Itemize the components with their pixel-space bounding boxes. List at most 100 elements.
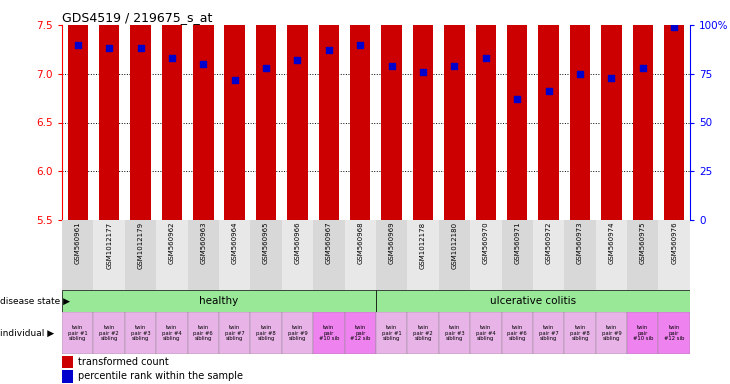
Bar [439, 312, 470, 354]
Bar [62, 312, 93, 354]
Bar [664, 0, 684, 220]
Bar [533, 312, 564, 354]
Point [323, 47, 334, 53]
Text: twin
pair #4
sibling: twin pair #4 sibling [476, 325, 496, 341]
Bar [156, 220, 188, 290]
Text: GSM560970: GSM560970 [483, 222, 489, 264]
Text: twin
pair #2
sibling: twin pair #2 sibling [99, 325, 119, 341]
Text: GSM560969: GSM560969 [388, 222, 395, 264]
Bar [376, 220, 407, 290]
Bar [502, 220, 533, 290]
Bar [602, 0, 621, 220]
Bar [156, 312, 188, 354]
Bar [256, 0, 276, 220]
Bar [564, 220, 596, 290]
Bar [219, 220, 250, 290]
Point [104, 45, 115, 51]
Bar [502, 312, 533, 354]
Bar [627, 312, 658, 354]
Bar [470, 220, 502, 290]
Bar [225, 0, 245, 220]
Bar [193, 0, 213, 220]
Text: twin
pair
#10 sib: twin pair #10 sib [319, 325, 339, 341]
Bar [250, 220, 282, 290]
Text: ulcerative colitis: ulcerative colitis [490, 296, 576, 306]
Text: twin
pair #2
sibling: twin pair #2 sibling [413, 325, 433, 341]
Text: disease state ▶: disease state ▶ [0, 296, 70, 306]
Text: GSM1012180: GSM1012180 [451, 222, 458, 268]
Bar [596, 312, 627, 354]
Bar [539, 0, 558, 220]
Text: twin
pair #3
sibling: twin pair #3 sibling [131, 325, 150, 341]
Bar [445, 0, 464, 220]
Point [480, 55, 492, 61]
Bar [62, 290, 376, 312]
Text: GSM560975: GSM560975 [639, 222, 646, 264]
Bar [345, 312, 376, 354]
Text: GSM560972: GSM560972 [545, 222, 552, 264]
Text: GSM1012177: GSM1012177 [106, 222, 112, 268]
Text: twin
pair #9
sibling: twin pair #9 sibling [602, 325, 621, 341]
Bar [345, 220, 376, 290]
Point [134, 45, 146, 51]
Text: GSM560967: GSM560967 [326, 222, 332, 264]
Text: GSM1012178: GSM1012178 [420, 222, 426, 268]
Text: twin
pair #6
sibling: twin pair #6 sibling [507, 325, 527, 341]
Bar [125, 220, 156, 290]
Text: twin
pair #1
sibling: twin pair #1 sibling [382, 325, 402, 341]
Text: GSM560963: GSM560963 [200, 222, 207, 264]
Text: twin
pair #7
sibling: twin pair #7 sibling [225, 325, 245, 341]
Bar [99, 0, 119, 220]
Point [669, 24, 680, 30]
Bar [93, 312, 125, 354]
Text: GSM1012179: GSM1012179 [137, 222, 144, 268]
Point [355, 41, 366, 48]
Text: twin
pair #4
sibling: twin pair #4 sibling [162, 325, 182, 341]
Text: twin
pair
#12 sib: twin pair #12 sib [350, 325, 370, 341]
Text: GSM560964: GSM560964 [231, 222, 238, 264]
Bar [407, 220, 439, 290]
Point [292, 57, 304, 63]
Text: percentile rank within the sample: percentile rank within the sample [78, 371, 243, 381]
Bar [470, 312, 502, 354]
Bar [382, 0, 402, 220]
Bar [131, 0, 150, 220]
Text: GSM560971: GSM560971 [514, 222, 520, 264]
Text: twin
pair
#12 sib: twin pair #12 sib [664, 325, 684, 341]
Bar [125, 312, 156, 354]
Point [229, 76, 241, 83]
Point [543, 88, 555, 94]
Bar [413, 0, 433, 220]
Bar [62, 370, 73, 382]
Bar [282, 312, 313, 354]
Text: GSM560962: GSM560962 [169, 222, 175, 264]
Point [448, 63, 461, 69]
Point [637, 65, 648, 71]
Text: GSM560961: GSM560961 [74, 222, 81, 264]
Bar [188, 220, 219, 290]
Bar [658, 312, 690, 354]
Point [72, 41, 84, 48]
Point [166, 55, 178, 61]
Bar [627, 220, 658, 290]
Text: individual ▶: individual ▶ [0, 328, 54, 338]
Text: twin
pair #6
sibling: twin pair #6 sibling [193, 325, 213, 341]
Bar [188, 312, 219, 354]
Text: twin
pair
#10 sib: twin pair #10 sib [633, 325, 653, 341]
Bar [62, 220, 93, 290]
Text: twin
pair #1
sibling: twin pair #1 sibling [68, 325, 88, 341]
Bar [288, 0, 307, 220]
Text: twin
pair #8
sibling: twin pair #8 sibling [256, 325, 276, 341]
Bar [313, 312, 345, 354]
Point [385, 63, 397, 69]
Bar [570, 0, 590, 220]
Bar [68, 0, 88, 220]
Bar [62, 356, 73, 368]
Text: twin
pair #8
sibling: twin pair #8 sibling [570, 325, 590, 341]
Point [418, 69, 429, 75]
Bar [93, 220, 125, 290]
Point [511, 96, 523, 102]
Bar [596, 220, 627, 290]
Bar [282, 220, 313, 290]
Text: GSM560965: GSM560965 [263, 222, 269, 264]
